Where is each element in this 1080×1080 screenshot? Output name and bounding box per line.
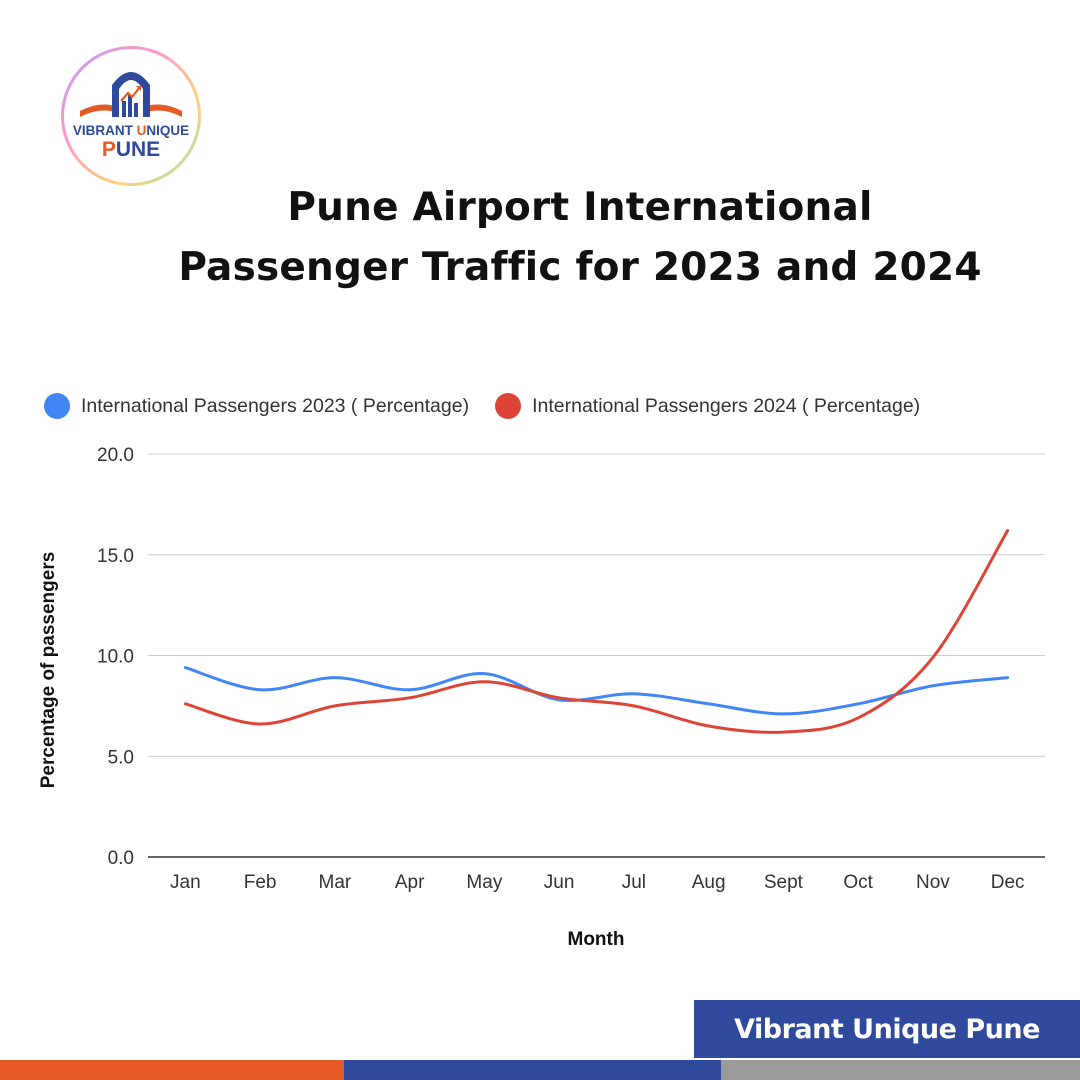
x-tick-label: Jun <box>544 872 575 893</box>
y-tick-label: 0.0 <box>108 848 134 869</box>
y-axis-ticks: 0.0 5.0 10.0 15.0 20.0 <box>97 445 134 869</box>
x-tick-label: Jan <box>170 872 201 893</box>
series-line-2024 <box>183 529 1010 734</box>
legend-label-2024: International Passengers 2024 ( Percenta… <box>532 394 921 417</box>
stripe-gray <box>721 1060 1080 1080</box>
gridlines <box>148 453 1045 858</box>
stripe-orange <box>0 1060 344 1080</box>
title-line-1: Pune Airport International <box>287 185 873 230</box>
title-line-2: Passenger Traffic for 2023 and 2024 <box>178 245 982 290</box>
y-tick-label: 10.0 <box>97 647 134 668</box>
x-tick-label: Sept <box>764 872 804 893</box>
x-tick-label: Mar <box>319 872 352 893</box>
x-tick-label: Oct <box>843 872 873 893</box>
y-axis-label: Percentage of passengers <box>38 552 59 789</box>
legend-swatch-2023 <box>44 393 70 419</box>
chart-title: Pune Airport International Passenger Tra… <box>130 178 1030 298</box>
brand-banner: Vibrant Unique Pune <box>694 1000 1080 1058</box>
x-tick-label: Dec <box>991 872 1025 893</box>
x-tick-label: Nov <box>916 872 950 893</box>
stripe-blue <box>344 1060 721 1080</box>
x-tick-label: Feb <box>244 872 277 893</box>
y-tick-label: 15.0 <box>97 546 134 567</box>
x-tick-label: Apr <box>395 872 425 893</box>
x-tick-label: May <box>466 872 502 893</box>
x-tick-label: Jul <box>622 872 646 893</box>
legend-item-2023: International Passengers 2023 ( Percenta… <box>44 393 469 419</box>
legend-swatch-2024 <box>495 393 522 419</box>
y-tick-label: 20.0 <box>97 445 134 466</box>
x-axis-label: Month <box>568 929 625 950</box>
x-axis-ticks: Jan Feb Mar Apr May Jun Jul Aug Sept Oct Nov Dec <box>170 872 1024 893</box>
brand-logo: VIBRANT UNIQUE PUNE <box>60 45 202 187</box>
bottom-color-stripe <box>0 1060 1080 1080</box>
line-chart: 0.0 5.0 10.0 15.0 20.0 Jan Feb Mar Apr May Jun Jul… <box>38 445 1045 950</box>
series-lines <box>183 529 1010 734</box>
chart-legend: International Passengers 2023 ( Percenta… <box>44 390 946 422</box>
legend-item-2024: International Passengers 2024 ( Percenta… <box>495 393 920 419</box>
logo-text-line2: PUNE <box>102 138 160 161</box>
series-line-2023 <box>183 666 1010 716</box>
logo-text-line1: VIBRANT UNIQUE <box>73 123 189 138</box>
x-tick-label: Aug <box>692 872 726 893</box>
legend-label-2023: International Passengers 2023 ( Percenta… <box>81 394 470 417</box>
y-tick-label: 5.0 <box>108 747 134 768</box>
